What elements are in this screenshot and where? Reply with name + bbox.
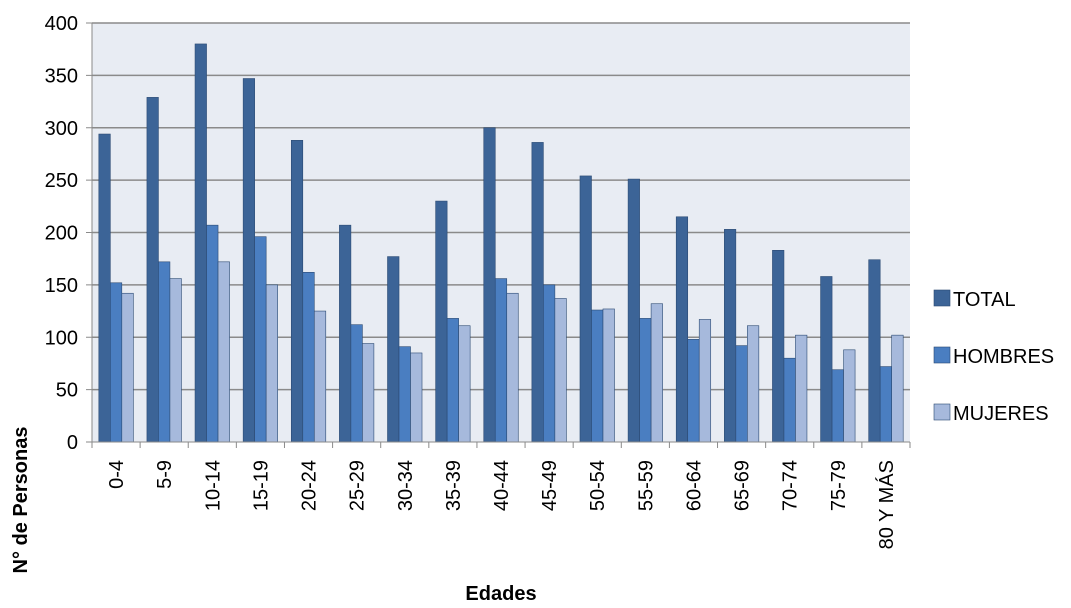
bar-total-45-49 [531, 142, 544, 443]
bar-total-35-39 [435, 200, 448, 443]
bar-hombres-0-4 [110, 282, 123, 443]
x-tick-label: 10-14 [202, 460, 224, 511]
x-tick-label: 20-24 [299, 460, 321, 511]
bar-total-70-74 [772, 250, 785, 443]
x-tick-label: 70-74 [780, 460, 802, 511]
x-tick-label: 75-79 [828, 460, 850, 511]
bar-total-25-29 [339, 224, 352, 443]
legend-swatch-mujeres [933, 403, 951, 421]
bar-total-10-14 [194, 43, 207, 443]
bar-mujeres-15-19 [265, 284, 278, 443]
y-axis-title: N° de Personas [10, 427, 32, 574]
x-tick-label: 60-64 [683, 460, 705, 511]
x-tick-label: 55-59 [635, 460, 657, 511]
bar-total-5-9 [146, 97, 159, 443]
bar-mujeres-75-79 [843, 349, 856, 443]
bar-mujeres-0-4 [121, 292, 134, 443]
bar-mujeres-5-9 [169, 278, 182, 443]
x-axis-title: Edades [465, 583, 536, 605]
legend-label-total: TOTAL [953, 289, 1016, 311]
legend: TOTAL HOMBRES MUJERES [933, 289, 1054, 425]
x-tick-label: 65-69 [732, 460, 754, 511]
bar-hombres-40-44 [494, 278, 508, 443]
bar-total-20-24 [290, 140, 304, 443]
legend-label-mujeres: MUJERES [953, 403, 1049, 425]
bar-mujeres-35-39 [458, 325, 471, 443]
bar-hombres-75-79 [831, 369, 844, 443]
bar-total-15-19 [242, 78, 255, 443]
bar-mujeres-45-49 [554, 298, 567, 443]
bar-mujeres-10-14 [217, 261, 230, 443]
bar-total-60-64 [675, 216, 689, 443]
y-tick-label: 300 [45, 118, 78, 140]
legend-swatch-hombres [933, 346, 951, 364]
bar-hombres-80-y-más [879, 366, 892, 443]
y-tick-label: 100 [45, 327, 78, 349]
bar-hombres-70-74 [783, 357, 796, 443]
x-tick-label: 45-49 [539, 460, 561, 511]
bar-mujeres-60-64 [698, 319, 712, 443]
x-tick-label: 0-4 [106, 460, 128, 489]
bar-total-55-59 [627, 178, 640, 443]
bar-total-75-79 [820, 276, 833, 443]
bar-total-50-54 [579, 175, 592, 443]
y-tick-label: 200 [45, 223, 78, 245]
bar-mujeres-40-44 [506, 292, 519, 443]
bar-mujeres-25-29 [362, 343, 375, 443]
x-tick-label: 30-34 [395, 460, 417, 511]
bar-hombres-10-14 [206, 224, 219, 443]
bar-total-80-y-más [868, 259, 881, 443]
bar-hombres-25-29 [350, 324, 363, 443]
bar-hombres-50-54 [591, 309, 604, 443]
bar-hombres-65-69 [735, 345, 748, 443]
x-tick-label: 35-39 [443, 460, 465, 511]
y-tick-label: 150 [45, 275, 78, 297]
bar-hombres-15-19 [254, 236, 267, 443]
bar-hombres-60-64 [687, 339, 700, 443]
bar-mujeres-20-24 [313, 310, 327, 443]
x-tick-label: 25-29 [347, 460, 369, 511]
bar-mujeres-50-54 [602, 308, 615, 443]
bar-hombres-5-9 [158, 261, 171, 443]
bar-mujeres-30-34 [410, 352, 423, 443]
x-tick-label: 50-54 [587, 460, 609, 511]
bar-hombres-30-34 [398, 346, 411, 443]
y-axis-ticks: 0 50 100 150 200 250 300 350 400 [45, 13, 92, 454]
bar-total-0-4 [98, 133, 111, 443]
y-tick-label: 250 [45, 170, 78, 192]
bars [98, 43, 904, 443]
bar-total-40-44 [483, 127, 496, 443]
bar-hombres-35-39 [446, 318, 459, 443]
bar-hombres-20-24 [302, 272, 315, 443]
x-tick-label: 5-9 [154, 460, 176, 489]
bar-hombres-45-49 [543, 284, 556, 443]
bar-hombres-55-59 [639, 318, 652, 443]
x-tick-label: 80 Y MÁS [875, 460, 898, 549]
legend-swatch-total [933, 289, 951, 307]
y-tick-label: 350 [45, 65, 78, 87]
legend-label-hombres: HOMBRES [953, 346, 1054, 368]
y-tick-label: 50 [56, 380, 78, 402]
bar-total-30-34 [387, 256, 400, 443]
bar-mujeres-65-69 [747, 325, 760, 443]
x-tick-label: 15-19 [250, 460, 272, 511]
bar-mujeres-80-y-más [891, 334, 904, 443]
bar-total-65-69 [724, 229, 737, 443]
x-axis-ticks: 0-4 5-9 10-14 15-19 20-24 25-29 30-34 35-39 40-4… [91, 442, 911, 549]
x-tick-label: 40-44 [491, 460, 513, 511]
y-tick-label: 0 [67, 432, 78, 454]
bar-mujeres-55-59 [650, 303, 663, 443]
y-tick-label: 400 [45, 13, 78, 35]
bar-mujeres-70-74 [795, 334, 808, 443]
